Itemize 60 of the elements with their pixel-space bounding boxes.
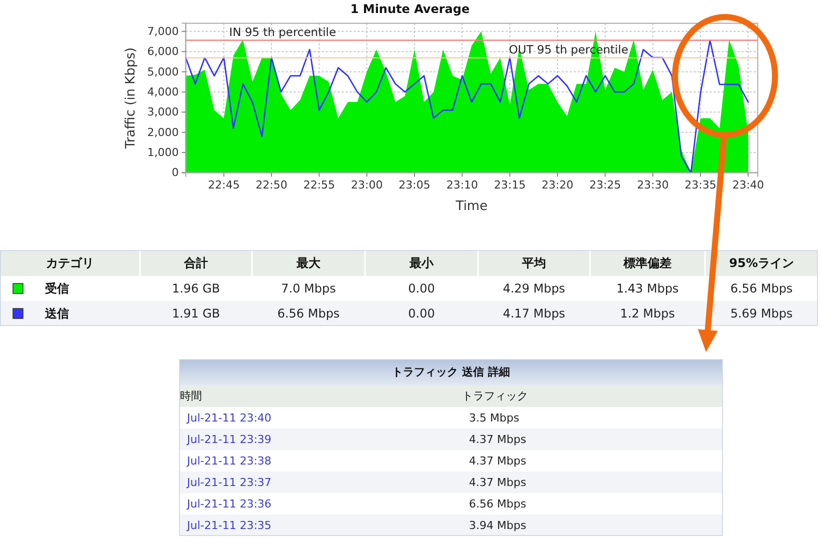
y-tick-label: 4,000 [147, 85, 179, 98]
x-tick-label: 23:05 [398, 178, 430, 192]
x-tick-label: 23:25 [589, 178, 622, 192]
text: Jul-21-11 23:36 [186, 497, 272, 510]
y-tick-label: 0 [172, 166, 179, 180]
category-label: トラフィック [462, 390, 528, 402]
text: Jul-21-11 23:39 [186, 432, 272, 446]
category-label: 最小 [408, 256, 434, 270]
text: 4.37 Mbps [469, 476, 526, 489]
text: Jul-21-11 23:37 [186, 476, 272, 489]
x-tick-label: 23:30 [636, 178, 669, 192]
y-tick-label: 5,000 [147, 65, 179, 78]
category-label: カテゴリ [46, 256, 94, 270]
y-tick-label: 2,000 [147, 126, 179, 139]
text: 6.56 Mbps [469, 497, 526, 510]
y-axis-title: Traffic (in Kbps) [124, 47, 138, 150]
text: 1.96 GB [172, 282, 220, 296]
x-tick-label: 23:35 [684, 178, 716, 192]
x-tick-label: 22:45 [208, 178, 240, 192]
text: 4.37 Mbps [469, 454, 526, 468]
x-axis-title: Time [454, 199, 488, 214]
x-tick-label: 23:20 [542, 178, 574, 192]
x-tick-label: 23:10 [446, 178, 478, 192]
x-tick-label: 22:50 [256, 178, 288, 192]
category-label: 95%ライン [729, 256, 794, 270]
category-label: 時間 [180, 390, 202, 402]
x-tick-label: 22:55 [303, 178, 336, 192]
text: 受信 [44, 282, 69, 296]
text: 5.69 Mbps [730, 306, 793, 320]
x-tick-label: 23:15 [494, 178, 526, 192]
chart-title: 1 Minute Average [350, 2, 470, 16]
text: 6.56 Mbps [277, 306, 340, 320]
text: 3.94 Mbps [469, 518, 526, 532]
text: Jul-21-11 23:38 [186, 454, 272, 468]
category-label: 合計 [183, 256, 208, 270]
x-tick-label: 23:40 [732, 178, 764, 192]
text: 0.00 [408, 282, 435, 296]
text: 7.0 Mbps [281, 282, 336, 296]
text: 0.00 [408, 306, 435, 320]
text: トラフィック 送信 詳細 [392, 366, 510, 378]
text: 1.91 GB [172, 306, 220, 320]
y-tick-label: 1,000 [147, 146, 179, 160]
text: 4.17 Mbps [502, 306, 566, 320]
text: 6.56 Mbps [730, 282, 793, 296]
y-tick-label: 6,000 [147, 45, 179, 58]
text: Jul-21-11 23:35 [186, 518, 272, 532]
text: 送信 [44, 306, 69, 320]
category-label: 最大 [296, 256, 322, 270]
x-tick-label: 23:00 [350, 178, 383, 192]
y-tick-label: 3,000 [147, 106, 179, 119]
text: 1.43 Mbps [616, 282, 679, 296]
y-tick-label: 7,000 [147, 24, 179, 38]
text: 4.37 Mbps [469, 432, 526, 446]
category-label: 標準偏差 [622, 256, 672, 270]
text: Jul-21-11 23:40 [186, 411, 272, 424]
ref-line-label: IN 95 th percentile [229, 24, 336, 39]
text: 4.29 Mbps [502, 282, 566, 296]
text: 1.2 Mbps [620, 306, 675, 320]
text: 3.5 Mbps [469, 411, 520, 424]
category-label: 平均 [521, 256, 546, 270]
